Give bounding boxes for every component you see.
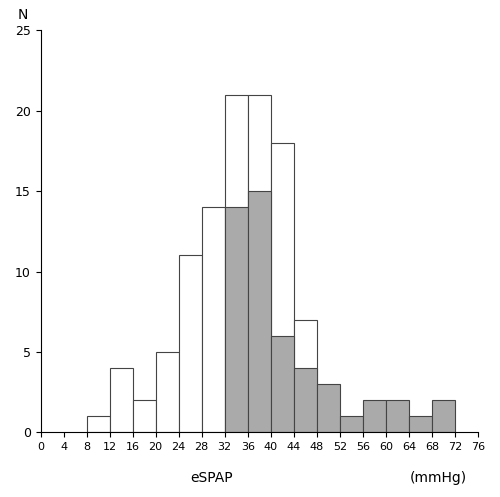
Text: (mmHg): (mmHg) [410,471,467,485]
Bar [294,320,317,432]
Bar [432,400,455,432]
Bar [156,352,178,432]
Bar [178,255,202,432]
Bar [409,416,432,432]
Bar [271,336,294,432]
Bar [386,400,409,432]
Text: eSPAP: eSPAP [190,471,232,485]
Bar [86,416,110,432]
Bar [363,400,386,432]
Bar [202,207,224,432]
Bar [248,191,271,432]
Bar [340,416,363,432]
Bar [248,94,271,432]
Y-axis label: N: N [18,8,28,22]
Bar [271,143,294,432]
Bar [132,400,156,432]
Bar [317,384,340,432]
Bar [110,368,132,432]
Bar [224,94,248,432]
Bar [224,207,248,432]
Bar [294,368,317,432]
